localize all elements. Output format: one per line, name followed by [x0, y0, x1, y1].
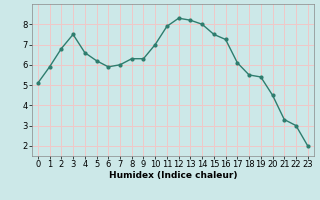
- X-axis label: Humidex (Indice chaleur): Humidex (Indice chaleur): [108, 171, 237, 180]
